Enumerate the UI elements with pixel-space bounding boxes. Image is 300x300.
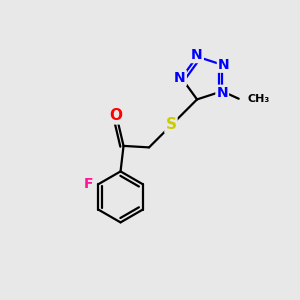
Text: N: N — [216, 86, 228, 100]
Text: CH₃: CH₃ — [247, 94, 269, 104]
Text: O: O — [110, 108, 122, 123]
Text: N: N — [174, 71, 186, 85]
Text: N: N — [191, 48, 203, 62]
Text: F: F — [84, 177, 93, 191]
Text: N: N — [218, 58, 230, 72]
Text: S: S — [165, 117, 176, 132]
